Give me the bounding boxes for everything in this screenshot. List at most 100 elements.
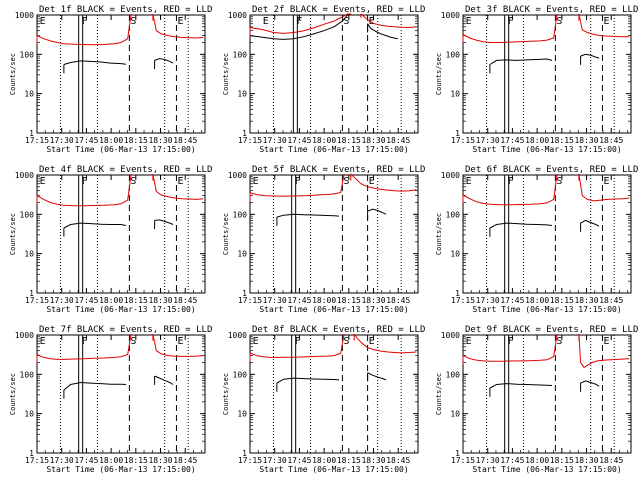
panel-title: Det 4f BLACK = Events, RED = LLD [39, 165, 212, 175]
x-tick-label: 18:00 [525, 136, 549, 145]
y-tick-label: 1000 [15, 331, 34, 340]
x-tick-label: 17:15 [25, 456, 49, 465]
marker-label: E [263, 16, 269, 27]
marker-label: E [177, 176, 183, 187]
y-tick-label: 10 [24, 90, 34, 99]
x-tick-label: 17:45 [74, 296, 98, 305]
marker-label: E [253, 336, 259, 347]
panel-det-2f: Det 2f BLACK = Events, RED = LLD 1 10 100 10… [222, 5, 425, 154]
series-lld [36, 173, 132, 207]
marker-label: E [40, 16, 46, 27]
y-tick-label: 1000 [441, 331, 460, 340]
marker-label: E [369, 336, 375, 347]
x-tick-label: 17:15 [238, 456, 262, 465]
x-tick-label: 18:45 [386, 296, 410, 305]
x-tick-label: 18:00 [99, 136, 123, 145]
x-tick-label: 17:30 [50, 136, 74, 145]
series-lld [249, 13, 351, 34]
marker-label: E [40, 176, 46, 187]
x-tick-label: 18:15 [550, 136, 574, 145]
x-tick-label: 18:15 [124, 456, 148, 465]
series-lld [152, 333, 204, 357]
x-tick-label: 18:15 [550, 296, 574, 305]
y-tick-label: 1 [29, 289, 34, 298]
plot-frame [462, 334, 632, 454]
marker-label: E [40, 336, 46, 347]
x-tick-label: 18:30 [148, 296, 172, 305]
x-tick-label: 18:15 [337, 456, 361, 465]
panel-title: Det 1f BLACK = Events, RED = LLD [39, 5, 212, 15]
marker-label: S [343, 336, 349, 347]
y-tick-label: 100 [446, 210, 461, 219]
series-events [580, 53, 600, 59]
series-lld [462, 333, 558, 362]
x-axis-label: Start Time (06-Mar-13 17:15:00) [259, 145, 408, 154]
marker-label: S [130, 336, 136, 347]
x-tick-label: 18:30 [361, 296, 385, 305]
x-tick-label: 18:00 [99, 456, 123, 465]
x-tick-label: 17:45 [500, 296, 524, 305]
series-events [367, 23, 398, 40]
y-tick-label: 1000 [441, 171, 460, 180]
x-tick-label: 18:30 [361, 456, 385, 465]
series-events [580, 219, 600, 227]
x-tick-label: 18:30 [574, 136, 598, 145]
plot-frame [36, 174, 206, 294]
marker-label: F [508, 176, 514, 187]
marker-label: E [369, 16, 375, 27]
x-axis-label: Start Time (06-Mar-13 17:15:00) [46, 465, 195, 474]
x-tick-label: 17:30 [50, 296, 74, 305]
marker-label: E [603, 336, 609, 347]
x-tick-label: 18:45 [599, 296, 623, 305]
plot-frame [36, 14, 206, 134]
panel-title: Det 3f BLACK = Events, RED = LLD [465, 5, 638, 15]
x-tick-label: 17:15 [451, 456, 475, 465]
x-tick-label: 18:15 [124, 136, 148, 145]
y-tick-label: 1000 [15, 11, 34, 20]
x-tick-label: 17:15 [451, 136, 475, 145]
marker-label: S [556, 336, 562, 347]
x-tick-label: 18:45 [173, 296, 197, 305]
panel-det-3f: Det 3f BLACK = Events, RED = LLD 1 10 100 10… [435, 5, 638, 154]
x-tick-label: 18:30 [574, 456, 598, 465]
x-tick-label: 18:15 [337, 136, 361, 145]
x-axis-label: Start Time (06-Mar-13 17:15:00) [46, 305, 195, 314]
panel-title: Det 9f BLACK = Events, RED = LLD [465, 325, 638, 335]
plot-frame [36, 334, 206, 454]
series-lld [578, 333, 630, 369]
y-tick-label: 1000 [228, 171, 247, 180]
marker-label: E [177, 16, 183, 27]
panel-det-4f: Det 4f BLACK = Events, RED = LLD 1 10 100 10… [9, 165, 212, 314]
y-tick-label: 10 [450, 250, 460, 259]
x-tick-label: 17:45 [500, 456, 524, 465]
series-events [154, 375, 174, 385]
marker-label: S [343, 176, 349, 187]
y-tick-label: 1 [455, 289, 460, 298]
series-events [489, 383, 553, 389]
series-events [276, 377, 340, 384]
y-tick-label: 100 [20, 370, 35, 379]
x-axis-label: Start Time (06-Mar-13 17:15:00) [259, 305, 408, 314]
series-lld [462, 13, 558, 43]
series-events [367, 208, 387, 215]
y-axis-label: Counts/sec [435, 213, 443, 255]
y-tick-label: 100 [446, 50, 461, 59]
series-events [489, 58, 553, 65]
y-tick-label: 10 [237, 90, 247, 99]
y-axis-label: Counts/sec [9, 53, 17, 95]
x-tick-label: 18:45 [599, 136, 623, 145]
y-axis-label: Counts/sec [9, 373, 17, 415]
y-tick-label: 1 [242, 289, 247, 298]
y-tick-label: 1 [455, 449, 460, 458]
y-tick-label: 1000 [228, 331, 247, 340]
series-lld [249, 173, 345, 197]
series-lld [578, 13, 630, 38]
x-tick-label: 17:45 [287, 456, 311, 465]
x-tick-label: 18:15 [550, 456, 574, 465]
panel-title: Det 5f BLACK = Events, RED = LLD [252, 165, 425, 175]
marker-label: F [82, 176, 88, 187]
x-tick-label: 17:45 [287, 136, 311, 145]
marker-label: F [82, 16, 88, 27]
series-events [249, 13, 351, 40]
marker-label: S [343, 16, 349, 27]
